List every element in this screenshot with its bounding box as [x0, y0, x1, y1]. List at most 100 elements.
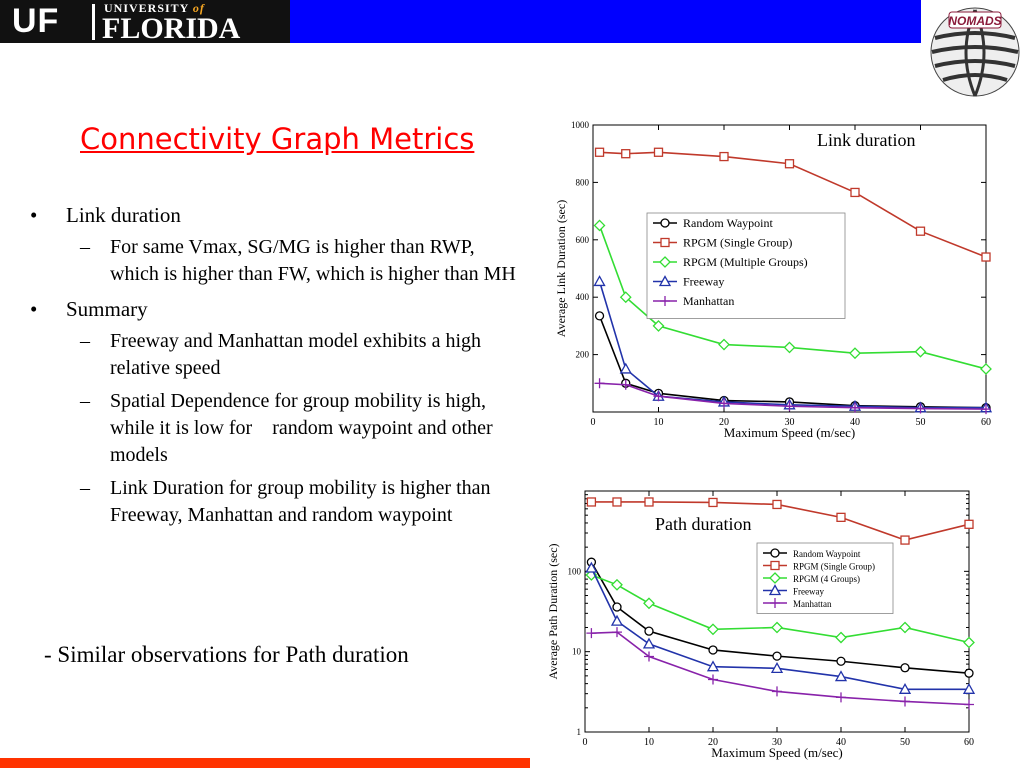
y-axis-label: Average Path Duration (sec): [546, 543, 560, 679]
y-tick-label: 10: [572, 647, 582, 657]
x-tick-label: 10: [644, 737, 654, 748]
slide-title: Connectivity Graph Metrics: [80, 122, 475, 156]
data-point: [980, 363, 992, 375]
series-line: [590, 561, 970, 674]
legend-label: RPGM (Single Group): [793, 562, 875, 572]
y-tick-label: 600: [576, 235, 590, 245]
data-point: [593, 275, 606, 287]
data-point: [899, 621, 911, 634]
legend-marker: [770, 560, 780, 571]
legend-marker: [658, 275, 672, 287]
data-point: [964, 699, 974, 710]
data-point: [770, 662, 784, 673]
uf-logo-initials: UF: [12, 2, 60, 40]
y-tick-label: 800: [576, 177, 590, 187]
data-point: [585, 561, 598, 573]
x-tick-label: 40: [850, 417, 860, 428]
bullet-summary: Summary: [30, 296, 520, 322]
data-point: [653, 147, 664, 157]
series-line: [598, 225, 987, 370]
sub-bullet-relative-speed: Freeway and Manhattan model exhibits a h…: [30, 328, 520, 382]
x-tick-label: 10: [654, 417, 664, 428]
data-point: [783, 341, 796, 354]
chart-annotation: Path duration: [655, 514, 752, 534]
data-point: [644, 497, 654, 507]
series-2: [593, 219, 992, 375]
uf-logo-of: of: [192, 1, 205, 15]
x-tick-label: 60: [981, 417, 991, 428]
legend: Random Waypoint RPGM (Single Group) RPGM (…: [646, 212, 846, 319]
sub-bullet-group-link-duration: Link Duration for group mobility is high…: [30, 475, 520, 529]
uf-logo: UF UNIVERSITY of FLORIDA: [0, 0, 290, 45]
footnote: - Similar observations for Path duration: [44, 642, 409, 667]
chart-annotation: Link duration: [817, 130, 915, 150]
data-point: [850, 402, 860, 413]
bullet-list: Link duration For same Vmax, SG/MG is hi…: [30, 200, 520, 529]
data-point: [644, 651, 654, 662]
series-3: [585, 561, 976, 694]
bullet-link-duration: Link duration: [30, 202, 520, 228]
data-point: [981, 404, 991, 415]
data-point: [836, 692, 846, 703]
nomads-logo: NOMADS: [930, 7, 1020, 97]
series-line: [599, 382, 987, 410]
data-point: [718, 338, 730, 351]
data-point: [593, 219, 606, 232]
data-point: [621, 149, 631, 159]
data-point: [610, 614, 624, 626]
data-point: [849, 347, 861, 360]
series-line: [598, 315, 987, 409]
series-line: [591, 501, 970, 541]
legend-label: RPGM (4 Groups): [793, 574, 860, 584]
data-point: [834, 670, 848, 682]
y-tick-label: 200: [576, 350, 590, 360]
legend-marker: [660, 237, 670, 248]
x-tick-label: 40: [836, 737, 846, 748]
x-tick-label: 0: [583, 737, 588, 748]
sub-bullet-link-duration: For same Vmax, SG/MG is higher than RWP,…: [30, 234, 520, 288]
legend-label: Random Waypoint: [683, 216, 773, 230]
data-point: [708, 497, 718, 508]
data-point: [898, 682, 912, 694]
data-point: [708, 645, 718, 655]
legend-label: RPGM (Single Group): [683, 236, 792, 250]
y-tick-label: 1000: [571, 120, 590, 130]
data-point: [771, 621, 783, 634]
data-point: [612, 497, 622, 507]
series-2: [585, 569, 975, 649]
x-tick-label: 60: [964, 737, 974, 748]
uf-logo-university-word: UNIVERSITY: [104, 1, 189, 15]
uf-logo-florida: FLORIDA: [102, 12, 241, 45]
data-point: [594, 378, 605, 389]
nomads-globe-icon: [930, 7, 1020, 97]
data-point: [915, 403, 926, 414]
legend-marker: [768, 584, 782, 596]
legend-marker: [660, 218, 670, 228]
data-point: [963, 636, 975, 649]
footer-bar: [0, 758, 530, 768]
data-point: [900, 696, 910, 707]
data-point: [619, 362, 632, 374]
legend-label: Random Waypoint: [793, 549, 861, 559]
series-4: [594, 378, 991, 415]
data-point: [964, 519, 974, 529]
data-point: [612, 602, 622, 612]
link-duration-chart: 0 10 20 30 40 50 60 200 400 600 800 1000 Maximum Spe…: [554, 120, 993, 440]
series-line: [599, 151, 987, 258]
series-1: [586, 497, 974, 545]
data-point: [784, 401, 795, 412]
data-point: [586, 497, 597, 507]
legend-marker: [770, 598, 780, 608]
x-tick-label: 20: [719, 417, 729, 428]
legend-label: Freeway: [683, 275, 724, 289]
sub-bullet-spatial-dependence: Spatial Dependence for group mobility is…: [30, 388, 520, 469]
data-point: [719, 151, 729, 162]
data-point: [900, 535, 910, 545]
data-point: [653, 391, 664, 402]
uf-logo-divider: [92, 4, 95, 40]
data-point: [620, 379, 631, 390]
data-point: [642, 637, 656, 649]
series-1: [594, 147, 991, 262]
x-tick-label: 0: [591, 417, 596, 428]
legend: Random Waypoint RPGM (Single Group) RPGM (…: [756, 542, 894, 614]
